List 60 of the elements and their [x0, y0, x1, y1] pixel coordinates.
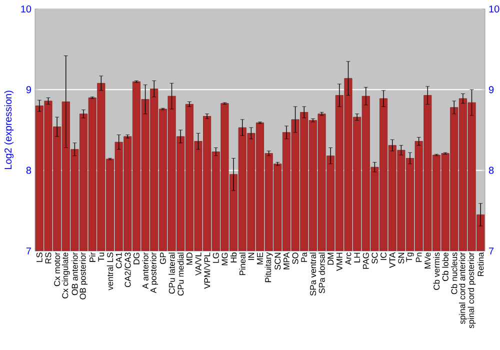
- y-tick-label: 8: [26, 166, 32, 174]
- x-tick-label: OB anterior: [72, 252, 78, 296]
- x-tick-label: Cx motor: [54, 252, 60, 286]
- x-tick-label: CA2/CA3: [124, 252, 131, 288]
- x-tick-label: spinal cord anterior: [458, 252, 467, 324]
- x-tick-label: SC: [372, 252, 378, 264]
- y-tick-label: 9: [26, 86, 32, 94]
- x-tick-label: Pineal: [239, 252, 246, 276]
- x-tick-label: LG: [212, 252, 219, 263]
- x-tick-label: Pir: [89, 252, 96, 262]
- x-tick-label: Pa: [301, 252, 308, 262]
- x-tick-label: VMH: [336, 252, 342, 271]
- x-tick-label: Pituitary: [264, 252, 273, 282]
- x-tick-label: DM: [328, 252, 334, 265]
- x-tick-label: IC: [380, 252, 387, 260]
- x-tick-label: VPM/VPL: [204, 252, 210, 289]
- x-tick-label: RS: [45, 252, 52, 264]
- x-tick-label: Cb vermis: [433, 252, 440, 290]
- x-tick-label: Pn: [416, 252, 422, 262]
- x-tick-label: SPa dorsal: [318, 252, 325, 294]
- x-tick-label: OB posterior: [80, 252, 88, 300]
- y2-tick-label: 9: [488, 86, 494, 94]
- x-tick-label: LS: [36, 252, 42, 262]
- x-tick-label: Tg: [406, 252, 414, 262]
- x-tick-label: Cb nucleus: [451, 252, 458, 294]
- x-tick-label: Hb: [230, 252, 237, 262]
- x-tick-label: SO: [292, 252, 298, 264]
- x-tick-label: MD: [186, 252, 192, 265]
- x-tick-label: A anterior: [142, 252, 148, 289]
- x-tick-label: ventral LS: [106, 252, 114, 290]
- y-axis-title: Log2 (expression): [4, 90, 14, 170]
- x-tick-label: CPu medial: [177, 252, 184, 296]
- x-tick-label: SCN: [274, 252, 281, 270]
- y2-tick-label: 7: [489, 248, 494, 254]
- x-tick-label: VTA: [389, 252, 396, 268]
- y2-tick-label: 8: [488, 166, 494, 174]
- x-tick-label: SN: [398, 252, 404, 264]
- x-tick-label: GP: [160, 252, 166, 264]
- y-tick-label: 10: [21, 5, 32, 13]
- y2-tick-label: 10: [489, 5, 500, 13]
- x-tick-label: spinal cord posterior: [468, 252, 476, 328]
- x-tick-label: A posterior: [150, 252, 158, 294]
- x-tick-label: Arc: [345, 252, 352, 265]
- x-tick-label: DG: [133, 252, 140, 264]
- x-tick-label: MPA: [284, 252, 290, 270]
- x-tick-label: LH: [354, 252, 360, 262]
- x-tick-label: Retina: [477, 252, 484, 276]
- x-tick-label: CPu lateral: [168, 252, 175, 294]
- x-tick-label: SPa ventral: [310, 252, 316, 296]
- x-tick-label: IN: [248, 252, 254, 260]
- x-tick-label: CA1: [116, 252, 122, 268]
- x-tick-label: MVe: [424, 252, 431, 268]
- y-tick-label: 7: [26, 248, 31, 254]
- x-tick-label: VA/VL: [195, 252, 202, 276]
- x-tick-label: Cb lobe: [442, 252, 448, 281]
- x-tick-label: Tu: [98, 252, 104, 262]
- x-tick-label: MG: [222, 252, 228, 266]
- x-tick-label: PAG: [362, 252, 369, 269]
- x-tick-label: Cx cingulate: [62, 252, 70, 298]
- x-tick-label: ME: [257, 252, 263, 264]
